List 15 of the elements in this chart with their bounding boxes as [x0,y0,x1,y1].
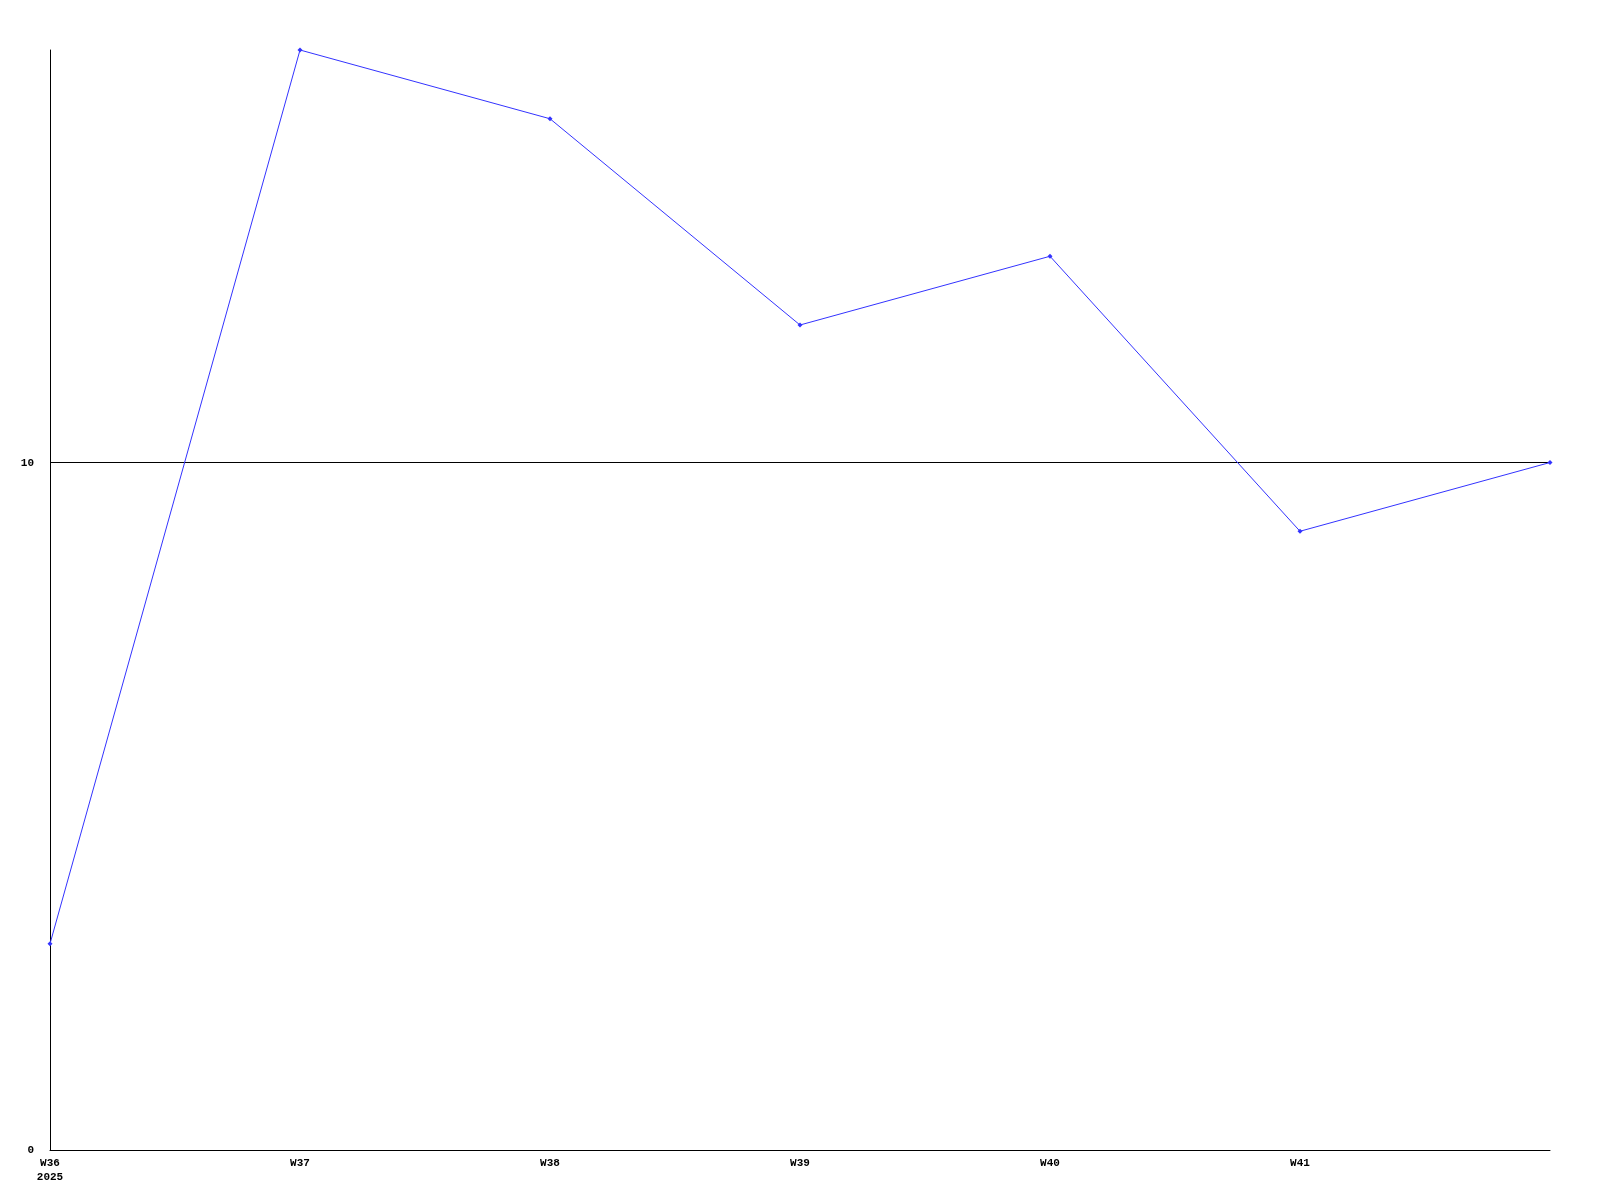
x-tick-label: W37 [290,1157,310,1169]
point [797,322,803,328]
x-tick-label: W38 [540,1157,561,1169]
x-tick-label: W40 [1040,1157,1060,1169]
y-tick-label: 10 [20,456,34,469]
x-tick-label: W39 [790,1157,810,1169]
point [297,47,303,53]
point [1047,253,1053,259]
y-tick-label: 0 [27,1144,34,1156]
point [547,116,553,122]
point [1547,460,1553,465]
x-tick-label: W41 [1290,1157,1311,1169]
point [1297,528,1303,534]
point [47,941,53,947]
x-tick-label: W36 2025 [36,1157,64,1183]
